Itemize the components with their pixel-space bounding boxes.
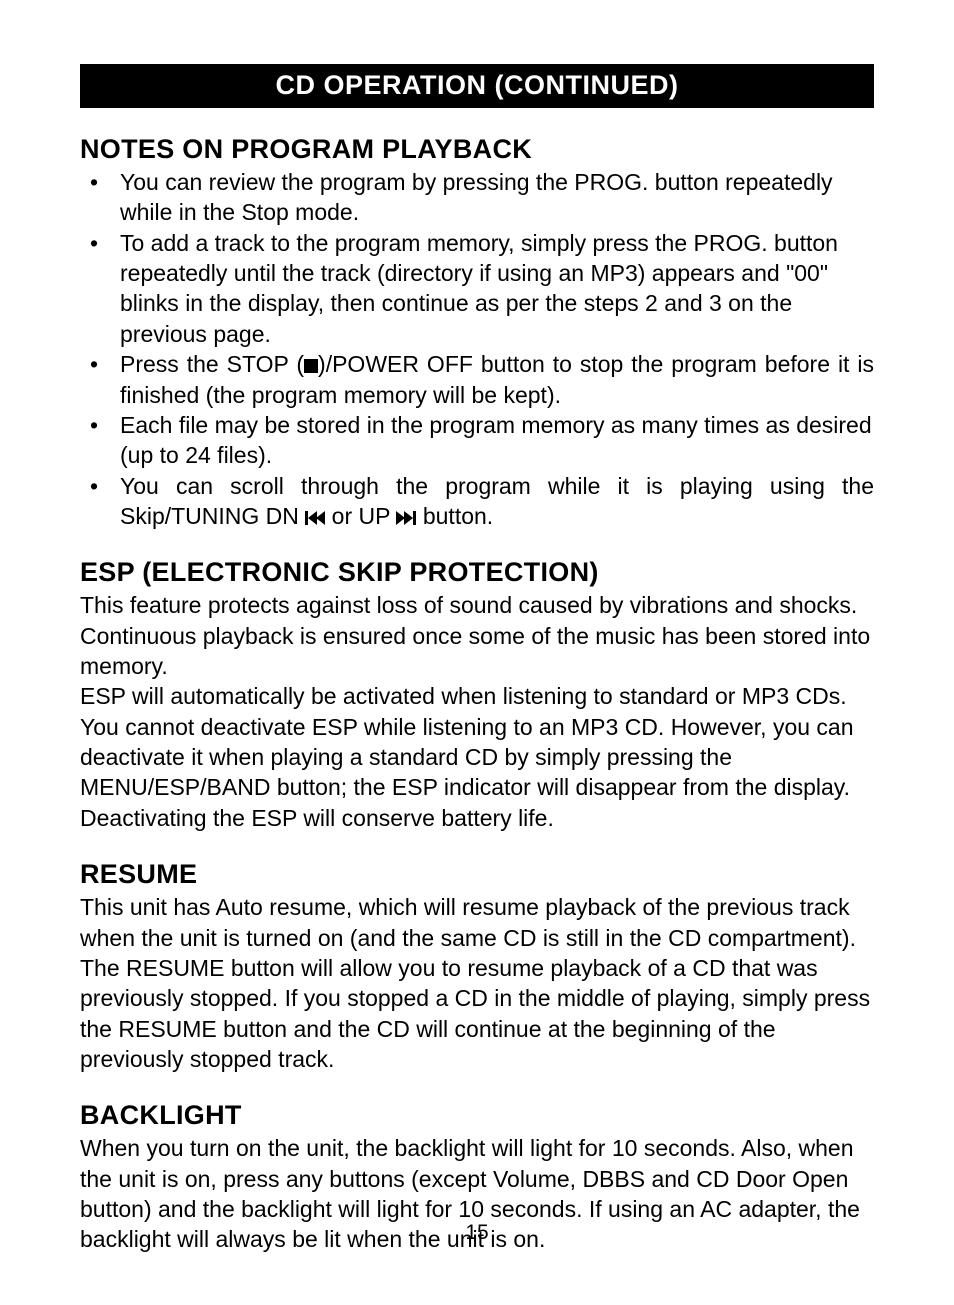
stop-icon xyxy=(304,359,318,373)
list-item: Each file may be stored in the program m… xyxy=(80,410,874,471)
heading-esp: ESP (ELECTRONIC SKIP PROTECTION) xyxy=(80,557,874,588)
skip-forward-icon xyxy=(396,510,416,526)
notes-list: You can review the program by pressing t… xyxy=(80,167,874,531)
heading-backlight: BACKLIGHT xyxy=(80,1100,874,1131)
page-title-bar: CD OPERATION (CONTINUED) xyxy=(80,64,874,108)
list-item-text: You can review the program by pressing t… xyxy=(120,169,833,225)
manual-page: CD OPERATION (CONTINUED) NOTES ON PROGRA… xyxy=(0,0,954,1305)
heading-resume: RESUME xyxy=(80,859,874,890)
list-item-text-pre: Press the STOP ( xyxy=(120,351,304,377)
list-item-text: Each file may be stored in the program m… xyxy=(120,412,872,468)
list-item: You can scroll through the program while… xyxy=(80,471,874,532)
page-number: 15 xyxy=(0,1221,954,1245)
list-item-text: To add a track to the program memory, si… xyxy=(120,230,838,347)
list-item: You can review the program by pressing t… xyxy=(80,167,874,228)
body-esp: This feature protects against loss of so… xyxy=(80,590,874,833)
heading-notes: NOTES ON PROGRAM PLAYBACK xyxy=(80,134,874,165)
list-item-text-mid: or UP xyxy=(325,503,396,529)
list-item-text-pre: You can scroll through the program while… xyxy=(120,473,874,529)
list-item: Press the STOP ()/POWER OFF button to st… xyxy=(80,349,874,410)
list-item-text-post: button. xyxy=(416,503,493,529)
list-item: To add a track to the program memory, si… xyxy=(80,228,874,349)
skip-back-icon xyxy=(305,510,325,526)
body-resume: This unit has Auto resume, which will re… xyxy=(80,892,874,1074)
